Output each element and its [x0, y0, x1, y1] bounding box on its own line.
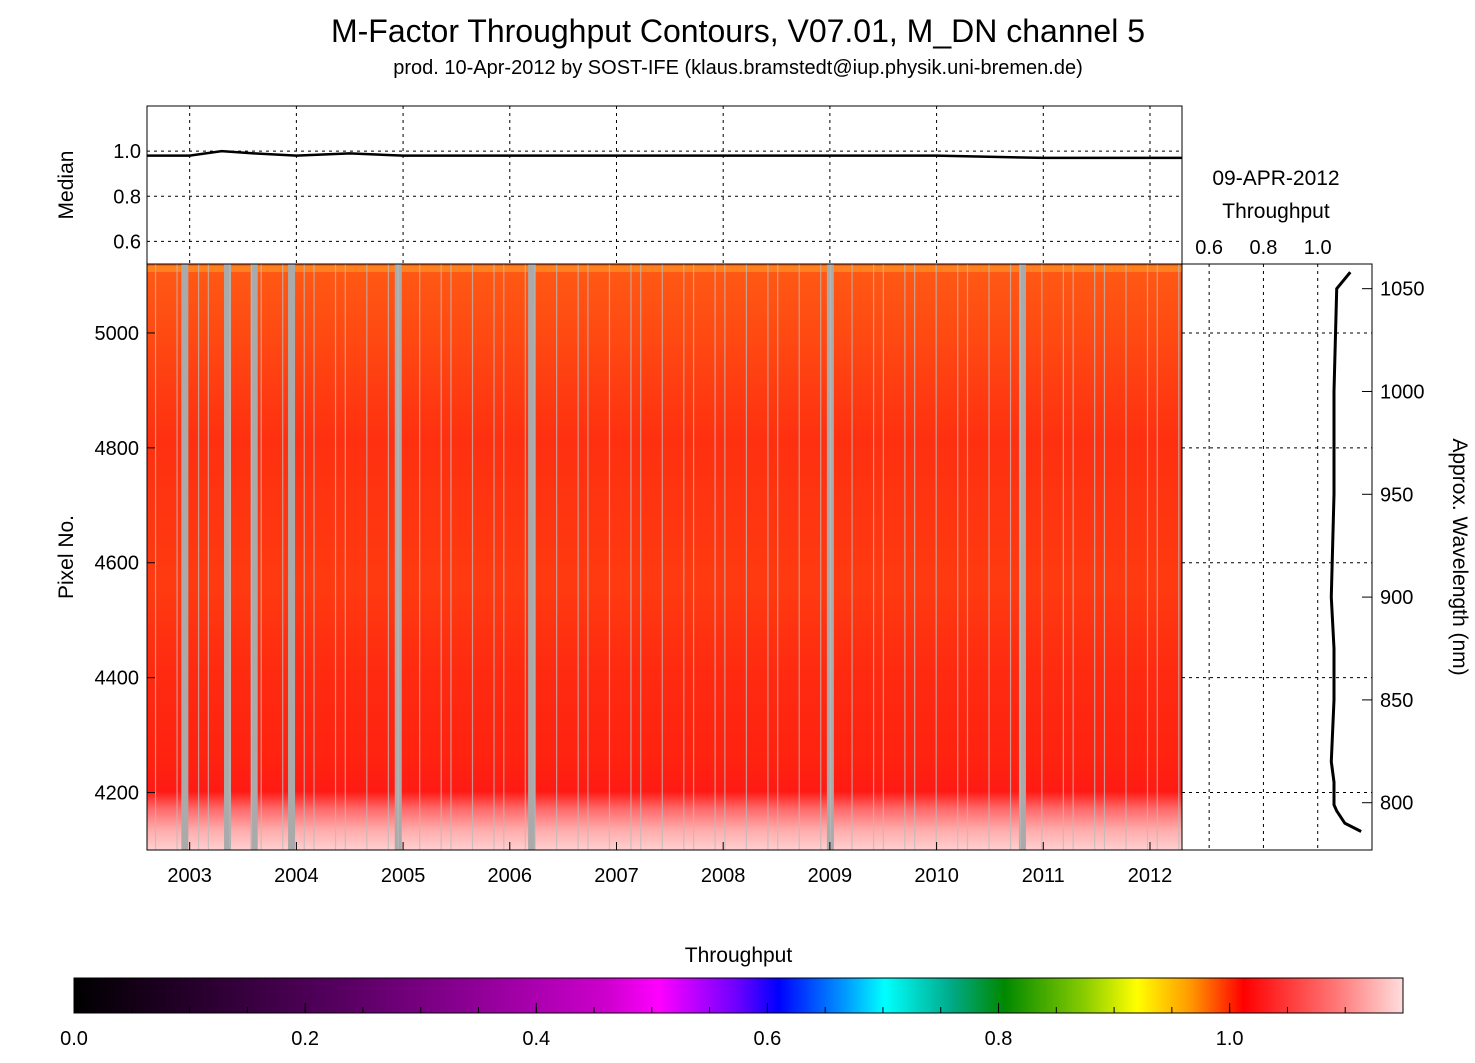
- colorbar-label: Throughput: [685, 944, 793, 967]
- colorbar-tick-label: 0.8: [985, 1028, 1013, 1050]
- profile-y-tick-label: 850: [1380, 690, 1413, 712]
- heatmap-gap-band: [224, 264, 232, 850]
- heatmap-panel: 4200 4400 4600 4800 5000 2003 2004 2005 2006 2007…: [55, 263, 1183, 887]
- heatmap-gap-band: [181, 264, 189, 850]
- heatmap-x-tick-label: 2009: [808, 865, 853, 887]
- colorbar-panel: 0.0 0.2 0.4 0.6 0.8 1.0 Throughput: [60, 944, 1404, 1050]
- heatmap-x-tick-label: 2010: [914, 865, 959, 887]
- profile-x-axis-label: Throughput: [1222, 200, 1330, 223]
- colorbar-tick-label: 0.4: [522, 1028, 550, 1050]
- profile-y-axis-label: Approx. Wavelength (nm): [1448, 438, 1471, 675]
- heatmap-y-tick-label: 4600: [95, 553, 140, 575]
- heatmap-edge-band: [147, 266, 1182, 272]
- median-frame: [146, 105, 1183, 265]
- heatmap-gap-band: [528, 264, 536, 850]
- chart-title: M-Factor Throughput Contours, V07.01, M_…: [331, 13, 1145, 49]
- heatmap-x-tick-label: 2011: [1022, 865, 1065, 887]
- colorbar-tick-label: 1.0: [1216, 1028, 1244, 1050]
- profile-y-tick-label: 900: [1380, 587, 1413, 609]
- heatmap-gap-band: [250, 264, 258, 850]
- chart-subtitle: prod. 10-Apr-2012 by SOST-IFE (klaus.bra…: [393, 57, 1083, 79]
- profile-x-tick-label: 0.6: [1195, 237, 1223, 259]
- profile-y-tick-label: 800: [1380, 793, 1413, 815]
- heatmap-gap-band: [288, 264, 296, 850]
- profile-x-tick-label: 1.0: [1304, 237, 1332, 259]
- median-tick-label: 0.8: [113, 186, 141, 208]
- heatmap-x-tick-label: 2003: [167, 865, 212, 887]
- heatmap-x-tick-label: 2004: [274, 865, 319, 887]
- colorbar-tick-label: 0.0: [60, 1028, 88, 1050]
- heatmap-gap-band: [1018, 264, 1026, 850]
- colorbar-tick-label: 0.2: [291, 1028, 319, 1050]
- colorbar-tick-label: 0.6: [753, 1028, 781, 1050]
- profile-panel: 0.6 0.8 1.0 800 850 900 950 1000 1050 09-APR-2012…: [1181, 167, 1471, 851]
- heatmap-y-tick-label: 5000: [95, 323, 140, 345]
- heatmap-x-tick-label: 2007: [594, 865, 639, 887]
- heatmap-x-tick-label: 2008: [701, 865, 746, 887]
- heatmap-y-tick-label: 4400: [95, 668, 140, 690]
- profile-date-label: 09-APR-2012: [1212, 167, 1339, 190]
- heatmap-x-tick-label: 2006: [488, 865, 533, 887]
- heatmap-y-tick-label: 4800: [95, 438, 140, 460]
- median-panel: 0.6 0.8 1.0 Median: [55, 105, 1183, 265]
- profile-x-tick-label: 0.8: [1250, 237, 1278, 259]
- profile-y-tick-label: 1000: [1380, 381, 1425, 403]
- heatmap-x-tick-label: 2012: [1128, 865, 1173, 887]
- median-series-line: [147, 149, 1182, 160]
- profile-frame: [1181, 263, 1373, 851]
- heatmap-field: [147, 264, 1182, 850]
- colorbar: [73, 977, 1404, 1014]
- median-y-axis-label: Median: [55, 151, 78, 220]
- profile-series-line: [1329, 271, 1362, 833]
- median-tick-label: 1.0: [113, 141, 141, 163]
- heatmap-y-axis-label: Pixel No.: [55, 515, 78, 599]
- median-tick-label: 0.6: [113, 231, 141, 253]
- profile-y-tick-label: 1050: [1380, 279, 1425, 301]
- profile-y-tick-label: 950: [1380, 484, 1413, 506]
- heatmap-y-tick-label: 4200: [95, 783, 140, 805]
- heatmap-x-tick-label: 2005: [381, 865, 426, 887]
